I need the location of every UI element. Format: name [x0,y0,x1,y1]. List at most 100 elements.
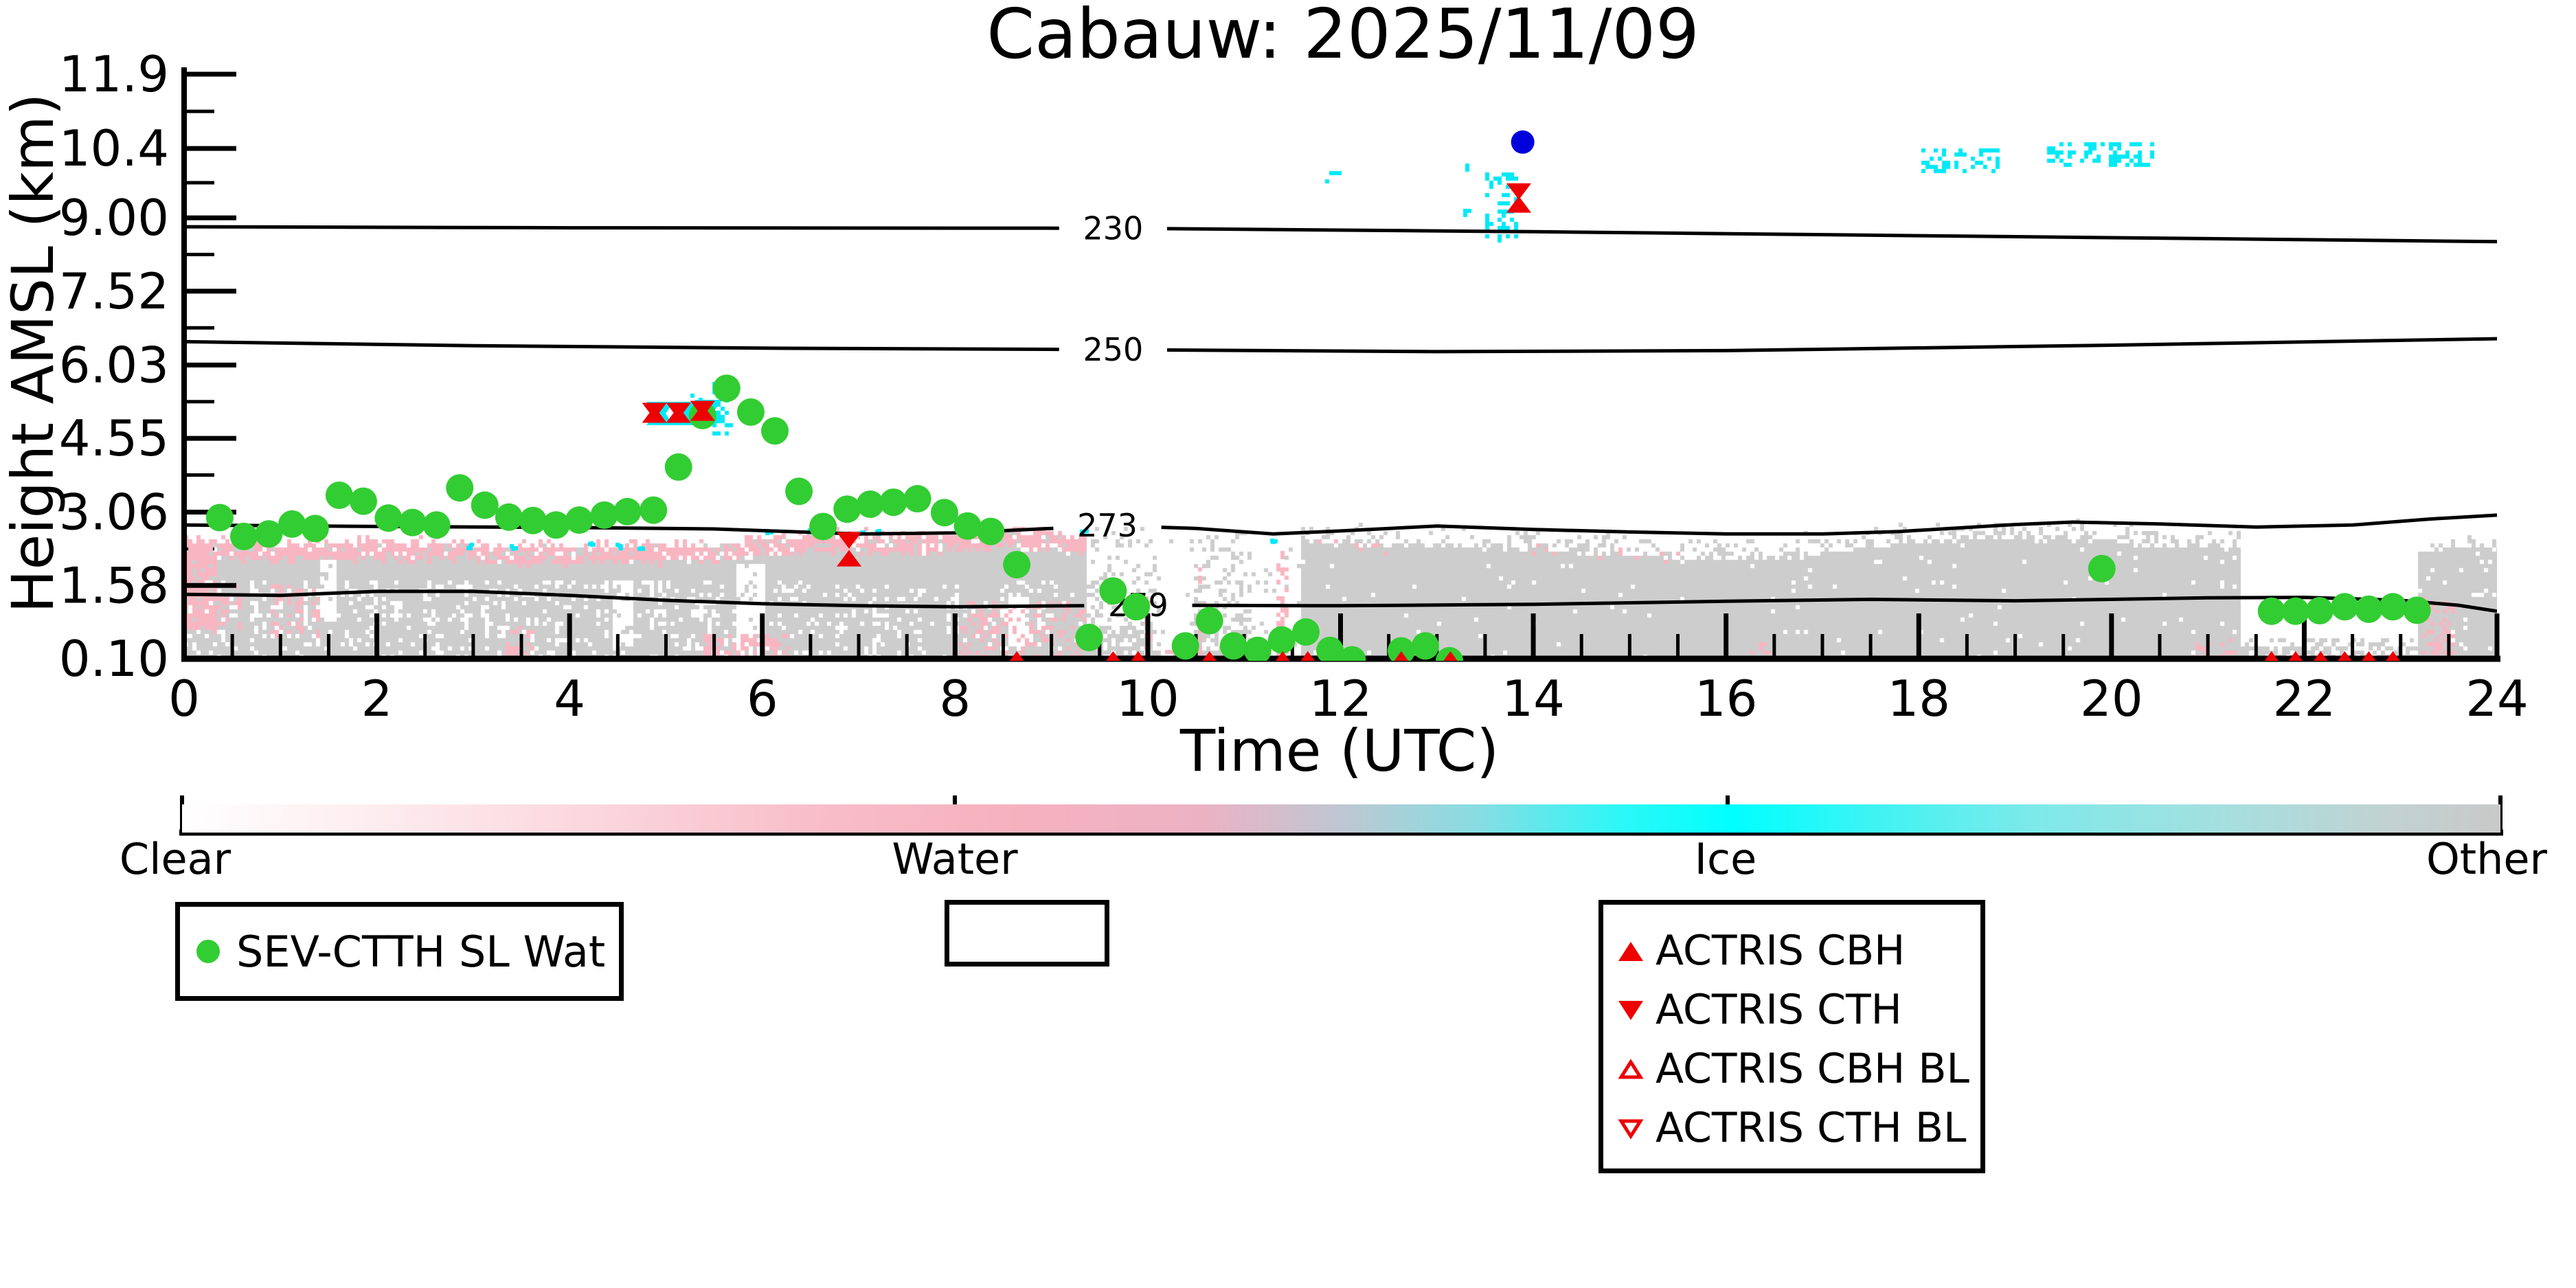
x-tick-label: 6 [747,670,778,727]
actris-cth-marker [642,403,667,420]
actris-cbh-ground-marker [1276,651,1290,661]
sev-ctth-point [977,517,1005,545]
actris-cbh-ground-marker [1131,651,1146,661]
sev-ctth-point [301,515,329,543]
y-tick-label: 10.4 [59,120,169,177]
actris-cth-marker [837,532,862,549]
sev-ctth-point [446,474,474,502]
sev-ctth-point [374,504,403,532]
sev-ctth-point [2257,597,2285,625]
sev-ctth-point [736,398,765,426]
temperature-contour-250 [1166,337,2497,354]
legend-actris-box: ACTRIS CBH ACTRIS CTH ACTRIS CBH BL ACTR… [1598,900,1985,1173]
contour-label-230: 230 [1083,210,1144,247]
sev-ctth-point [2331,593,2359,621]
actris-cbh-ground-marker [2314,651,2328,661]
legend-item-actris-cbh: ACTRIS CBH [1616,921,1980,980]
x-tick-label: 4 [554,670,585,727]
actris-cbh-ground-marker [1202,651,1217,661]
sev-ctth-point [1003,550,1031,578]
temperature-contour-230 [184,225,1059,230]
actris-cth-marker [666,403,691,420]
colorbar-label-water: Water [892,834,1018,884]
sev-ctth-point [809,512,837,541]
actris-cbh-marker [1506,196,1532,213]
sev-ctth-point [953,512,982,540]
sev-ctth-point [712,374,741,403]
actris-cbh-ground-marker [1443,651,1458,661]
contour-label-250: 250 [1083,331,1144,368]
actris-cbh-ground-marker [1394,651,1409,661]
actris-cth-marker [690,400,715,418]
legend-sev-box: SEV-CTTH SL Wat [175,902,624,1001]
sev-ctth-point [349,487,377,515]
actris-cbh-ground-marker [1009,651,1024,661]
sev-ctth-point [1195,607,1223,635]
y-ticks [187,71,236,662]
y-tick-label: 9.00 [59,189,169,247]
sev-ctth-point [1387,637,1415,661]
sev-ctth-point [278,510,306,538]
x-tick-label: 8 [939,670,971,727]
y-tick-label: 11.9 [59,45,169,103]
legend-item-actris-cth: ACTRIS CTH [1616,980,1980,1039]
x-tick-label: 14 [1502,670,1565,727]
sev-ctth-point [1267,626,1296,654]
colorbar-gradient [182,804,2500,833]
y-tick-label: 3.06 [59,484,169,541]
temperature-contours [184,225,2497,613]
sev-ctth-point [2403,596,2431,624]
axes: 0 2 4 6 8 10 12 14 16 18 20 22 240.101.583.064.556.0… [59,45,2529,727]
sev-ctth-point [495,503,523,531]
actris-cbh-ground-marker [2264,651,2279,661]
sev-ctth-point [785,477,813,506]
sev-ctth-point [2281,597,2309,625]
triangle-up-filled-icon [1618,942,1643,961]
sev-ctth-point [205,504,234,532]
legend-sev-label: SEV-CTTH SL Wat [236,926,606,977]
temperature-contour-279 [184,589,1085,609]
triangle-down-open-icon [1618,1119,1644,1140]
sev-ctth-point [640,496,668,524]
triangle-up-open-icon [1618,1059,1644,1079]
x-tick-label: 18 [1887,670,1950,727]
plot-title: Cabauw: 2025/11/09 [986,0,1699,74]
sev-ctth-point [398,508,427,536]
y-tick-label: 4.55 [59,409,169,467]
actris-cbh-ground-marker [2386,651,2400,661]
sev-ctth-point [1219,632,1247,660]
sev-ctth-point [590,501,618,529]
sev-ctth-point [1291,618,1320,646]
sev-ctth-point [542,511,570,539]
sev-ctth-point [903,485,931,513]
y-tick-label: 1.58 [59,556,169,614]
actris-cbh-ground-marker [2288,651,2303,661]
x-tick-label: 20 [2080,670,2143,727]
sev-ctth-point [1099,577,1127,605]
sev-ctth-point [2379,593,2407,621]
x-tick-label: 16 [1695,670,1758,727]
temperature-contour-273 [1161,513,2497,536]
temperature-contour-250 [184,339,1059,352]
sev-ctth-point [833,495,861,523]
actris-cbh-ground-marker [2338,651,2352,661]
sev-ctth-point [879,488,907,517]
sev-ctth-point [1171,632,1199,660]
sev-ctth-point [471,491,499,519]
sev-ctth-point [664,453,692,481]
legend-item-actris-cbh-bl: ACTRIS CBH BL [1616,1039,1980,1098]
contour-labels: 230250273279 [1077,210,1168,624]
y-tick-label: 0.10 [59,630,169,688]
y-tick-label: 6.03 [59,336,169,394]
x-tick-label: 0 [168,670,200,727]
sev-ctth-point [519,506,547,534]
triangle-down-filled-icon [1618,1001,1643,1020]
legend-item-actris-cth-bl: ACTRIS CTH BL [1616,1098,1980,1157]
sev-ctth-point [856,490,884,518]
temperature-contour-230 [1166,227,2497,244]
sev-ctth-point [565,506,594,534]
sev-ctth-point [1316,636,1344,661]
x-axis-label: Time (UTC) [1179,717,1500,784]
sev-ctth-point [2355,595,2383,623]
